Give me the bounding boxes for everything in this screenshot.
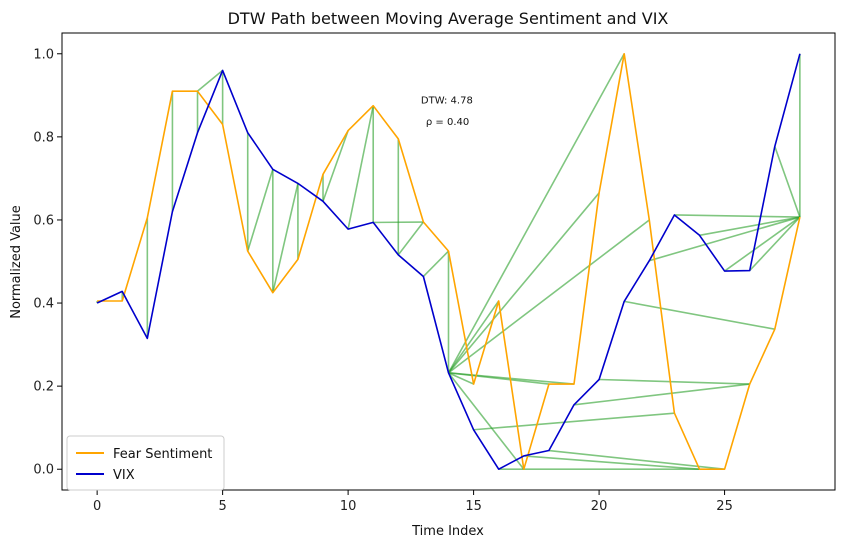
dtw-link-38 (699, 216, 801, 237)
dtw-path-lines (96, 53, 801, 471)
dtw-link-25 (448, 372, 575, 385)
dtw-link-23 (447, 372, 525, 470)
dtw-link-28 (448, 219, 650, 374)
dtw-link-8 (246, 169, 274, 252)
y-tick-label-0.6: 0.6 (33, 213, 54, 228)
correlation-annotation: ρ = 0.40 (426, 117, 469, 128)
dtw-link-21 (448, 372, 474, 385)
legend-label-fear-sentiment: Fear Sentiment (113, 447, 212, 462)
y-tick-label-0: 0.0 (33, 463, 54, 478)
x-axis-title: Time Index (411, 524, 484, 539)
dtw-link-33 (573, 383, 750, 406)
dtw-link-10 (272, 183, 299, 293)
dtw-link-36 (649, 216, 801, 262)
dtw-link-29 (473, 412, 675, 431)
x-tick-label-5: 5 (218, 499, 226, 514)
dtw-link-34 (599, 378, 750, 385)
dtw-link-22 (447, 300, 500, 374)
dtw-link-40 (749, 216, 801, 272)
series-line-fear-sentiment (97, 52, 801, 471)
dtw-link-14 (347, 105, 374, 230)
y-axis-ticks: 0.0 0.2 0.4 0.6 0.8 1.0 (33, 47, 62, 478)
dtw-link-26 (447, 192, 600, 374)
dtw-link-41 (774, 146, 801, 218)
dtw-link-31 (523, 455, 700, 471)
y-tick-label-0.8: 0.8 (33, 130, 54, 145)
y-tick-label-1: 1.0 (33, 47, 54, 62)
dtw-link-19 (422, 250, 450, 278)
series-line-vix (96, 53, 801, 471)
legend-label-vix: VIX (113, 468, 135, 483)
dtw-link-13 (322, 130, 349, 202)
legend-box (66, 435, 225, 491)
x-tick-label-15: 15 (465, 499, 482, 514)
x-tick-label-0: 0 (93, 499, 101, 514)
dtw-link-35 (624, 300, 775, 331)
dtw-link-32 (548, 449, 725, 471)
legend: Fear Sentiment VIX (66, 435, 225, 491)
x-axis-ticks: 0 5 10 15 20 25 (93, 490, 733, 514)
x-tick-label-20: 20 (591, 499, 608, 514)
dtw-link-5 (197, 69, 224, 92)
y-tick-label-0.2: 0.2 (33, 380, 54, 395)
x-tick-label-25: 25 (716, 499, 733, 514)
series-lines (96, 52, 801, 471)
x-tick-label-10: 10 (340, 499, 357, 514)
dtw-annotation: DTW: 4.78 (421, 96, 473, 107)
dtw-link-37 (674, 214, 800, 218)
chart-title: DTW Path between Moving Average Sentimen… (228, 9, 669, 28)
dtw-link-18 (397, 221, 425, 256)
y-tick-label-0.4: 0.4 (33, 297, 54, 312)
y-axis-title: Normalized Value (9, 205, 24, 319)
dtw-link-27 (447, 53, 625, 374)
plot-area-frame (61, 32, 836, 491)
dtw-link-39 (724, 216, 801, 272)
